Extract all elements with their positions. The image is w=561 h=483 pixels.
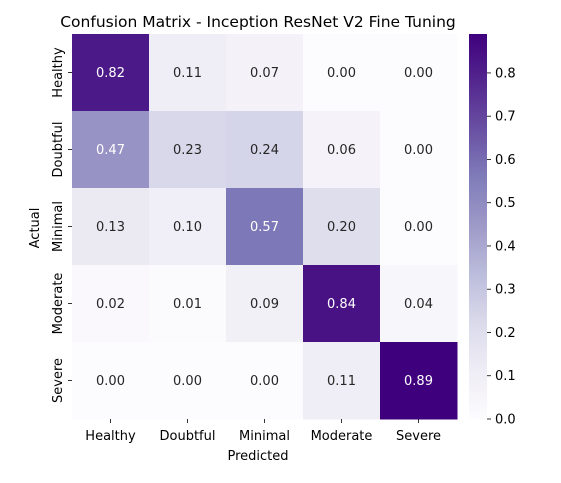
heatmap-cell-r4-c2 [226,342,304,420]
cell-value-label-r1-c3: 0.06 [327,143,356,158]
heatmap-cell-r4-c4 [380,342,458,420]
colorbar-tick-label: 0.1 [495,369,516,384]
chart-title: Confusion Matrix - Inception ResNet V2 F… [60,13,456,31]
heatmap-cell-r0-c1 [149,34,227,112]
cell-value-label-r1-c1: 0.23 [173,143,202,158]
cell-value-label-r0-c4: 0.00 [404,66,433,81]
cell-value-label-r2-c2: 0.57 [250,220,279,235]
colorbar-tick-label: 0.7 [495,110,516,125]
heatmap-cell-labels: 0.82 0.11 0.07 0.00 0.00 0.47 0.23 0.24 0.06 0.00… [96,66,433,389]
heatmap-cell-r1-c2 [226,111,304,189]
heatmap-cell-r1-c1 [149,111,227,189]
cell-value-label-r3-c0: 0.02 [96,297,125,312]
heatmap-cell-r0-c2 [226,34,304,112]
heatmap-cell-r0-c0 [72,34,150,112]
y-tick-label-moderate: Moderate [51,273,66,335]
cell-value-label-r4-c4: 0.89 [404,374,433,389]
cell-value-label-r1-c2: 0.24 [250,143,279,158]
y-tick-label-doubtful: Doubtful [51,122,66,178]
cell-value-label-r0-c2: 0.07 [250,66,279,81]
heatmap-cell-r2-c4 [380,188,458,266]
heatmap-cell-r2-c0 [72,188,150,266]
cell-value-label-r4-c1: 0.00 [173,374,202,389]
cell-value-label-r3-c4: 0.04 [404,297,433,312]
colorbar-tick-label: 0.8 [495,66,516,81]
x-tick-label-doubtful: Doubtful [160,429,216,444]
x-axis-label: Predicted [227,449,288,464]
cell-value-label-r2-c1: 0.10 [173,220,202,235]
y-tick-label-minimal: Minimal [51,201,66,252]
x-tick-label-severe: Severe [396,429,441,444]
heatmap-cell-r2-c2 [226,188,304,266]
cell-value-label-r1-c0: 0.47 [96,143,125,158]
y-tick-label-healthy: Healthy [51,47,66,98]
cell-value-label-r2-c3: 0.20 [327,220,356,235]
heatmap-cell-r3-c1 [149,265,227,343]
cell-value-label-r2-c0: 0.13 [96,220,125,235]
cell-value-label-r3-c2: 0.09 [250,297,279,312]
colorbar [469,34,487,419]
heatmap-cell-r3-c0 [72,265,150,343]
heatmap-cell-r3-c2 [226,265,304,343]
cell-value-label-r3-c1: 0.01 [173,297,202,312]
heatmap-cell-r3-c4 [380,265,458,343]
x-tick-label-minimal: Minimal [239,429,290,444]
cell-value-label-r0-c0: 0.82 [96,66,125,81]
x-axis: Healthy Doubtful Minimal Moderate Severe [85,419,441,444]
y-tick-label-severe: Severe [51,358,66,403]
colorbar-tick-label: 0.6 [495,153,516,168]
heatmap-cell-r4-c3 [303,342,381,420]
heatmap-cell-r1-c0 [72,111,150,189]
cell-value-label-r1-c4: 0.00 [404,143,433,158]
colorbar-tick-label: 0.4 [495,239,516,254]
heatmap-cell-r4-c0 [72,342,150,420]
heatmap-cell-r0-c4 [380,34,458,112]
heatmap-cell-r0-c3 [303,34,381,112]
heatmap-cells [72,34,458,420]
heatmap-cell-r1-c3 [303,111,381,189]
y-axis: Healthy Doubtful Minimal Moderate Severe [51,47,72,403]
y-axis-label: Actual [28,208,43,249]
heatmap-cell-r2-c3 [303,188,381,266]
colorbar-ticks: 0.0 0.1 0.2 0.3 0.4 0.5 0.6 0.7 0.8 [487,66,516,428]
cell-value-label-r0-c3: 0.00 [327,66,356,81]
cell-value-label-r0-c1: 0.11 [173,66,202,81]
colorbar-tick-label: 0.5 [495,196,516,211]
x-tick-label-healthy: Healthy [85,429,136,444]
colorbar-tick-label: 0.3 [495,283,516,298]
cell-value-label-r4-c0: 0.00 [96,374,125,389]
cell-value-label-r3-c3: 0.84 [327,297,356,312]
x-tick-label-moderate: Moderate [311,429,373,444]
cell-value-label-r2-c4: 0.00 [404,220,433,235]
heatmap-cell-r2-c1 [149,188,227,266]
heatmap-cell-r3-c3 [303,265,381,343]
cell-value-label-r4-c2: 0.00 [250,374,279,389]
heatmap-cell-r1-c4 [380,111,458,189]
cell-value-label-r4-c3: 0.11 [327,374,356,389]
heatmap-cell-r4-c1 [149,342,227,420]
colorbar-tick-label: 0.0 [495,413,516,428]
colorbar-tick-label: 0.2 [495,326,516,341]
